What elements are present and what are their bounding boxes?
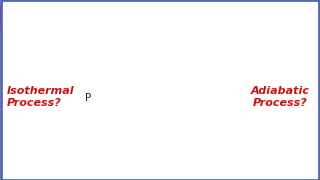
Text: P: P [82,45,88,55]
Circle shape [0,6,124,30]
Text: c: c [12,13,18,23]
Text: P: P [85,93,91,103]
Text: V: V [264,168,272,177]
Text: Thermodynamic Process: Thermodynamic Process [30,10,232,26]
Text: Isothermal
Process?: Isothermal Process? [6,86,74,108]
Polygon shape [20,14,24,22]
Text: Isochoric: Isochoric [102,92,111,138]
Text: Isobaric: Isobaric [162,52,202,61]
Text: Adiabatic
Process?: Adiabatic Process? [251,86,309,108]
